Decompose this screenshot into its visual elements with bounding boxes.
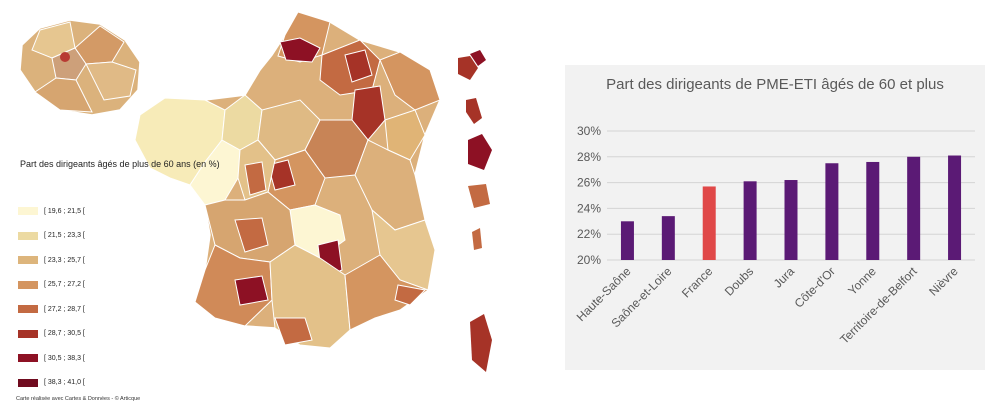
legend-item: [ 23,3 ; 25,7 [ — [18, 253, 85, 267]
legend-item: [ 19,6 ; 21,5 [ — [18, 204, 85, 218]
legend-swatch — [18, 231, 38, 240]
legend-label: [ 21,5 ; 23,3 [ — [44, 232, 85, 239]
legend-label: [ 23,3 ; 25,7 [ — [44, 256, 85, 264]
bar — [661, 216, 675, 260]
legend-item: [ 27,2 ; 28,7 [ — [18, 302, 85, 316]
legend-swatch — [18, 280, 38, 289]
bar — [620, 221, 634, 260]
legend-swatch — [18, 305, 38, 313]
x-tick-label: Jura — [771, 264, 798, 291]
legend-title: Part des dirigeants âgés de plus de 60 a… — [20, 159, 220, 169]
x-tick-label: Côte-d'Or — [792, 264, 838, 310]
legend-item: [ 25,7 ; 27,2 [ — [18, 278, 85, 292]
corsica — [470, 314, 492, 372]
legend-label: [ 25,7 ; 27,2 [ — [44, 281, 85, 288]
y-tick-label: 28% — [577, 150, 601, 164]
map-panel: Part des dirigeants âgés de plus de 60 a… — [16, 11, 492, 402]
legend-label: [ 38,3 ; 41,0 [ — [44, 379, 85, 386]
ile-de-france-inset — [19, 19, 141, 116]
x-tick-label: Nièvre — [926, 264, 961, 299]
legend-label: [ 19,6 ; 21,5 [ — [44, 207, 85, 215]
x-tick-label: Doubs — [722, 264, 756, 298]
bar — [948, 155, 962, 260]
bar — [743, 181, 757, 260]
legend-item: [ 28,7 ; 30,5 [ — [18, 327, 85, 341]
legend-label: [ 27,2 ; 28,7 [ — [44, 305, 85, 313]
legend-label: [ 30,5 ; 38,3 [ — [44, 354, 85, 362]
overseas-territories — [458, 50, 492, 372]
y-tick-label: 30% — [577, 124, 601, 138]
legend-label: [ 28,7 ; 30,5 [ — [44, 330, 85, 337]
legend-swatch — [18, 378, 38, 387]
france-map — [19, 11, 492, 372]
legend-swatch — [18, 354, 38, 362]
legend-swatch — [18, 256, 38, 264]
y-tick-label: 26% — [577, 176, 601, 190]
x-tick-label: Yonne — [845, 264, 879, 298]
metropole-map — [134, 11, 441, 349]
x-tick-label: Territoire-de-Belfort — [837, 264, 920, 347]
legend-swatch — [18, 329, 38, 338]
bar — [907, 156, 921, 260]
x-tick-label: France — [679, 264, 716, 301]
bar-chart: 20%22%24%26%28%30%Haute-SaôneSaône-et-Lo… — [574, 124, 975, 347]
bar — [825, 163, 839, 260]
y-tick-label: 20% — [577, 253, 601, 267]
bar — [866, 161, 880, 260]
legend-item: [ 38,3 ; 41,0 [ — [18, 376, 85, 390]
legend-item: [ 21,5 ; 23,3 [ — [18, 229, 85, 243]
y-tick-label: 22% — [577, 227, 601, 241]
legend-swatch — [18, 207, 38, 215]
chart-panel: Part des dirigeants de PME-ETI âgés de 6… — [565, 65, 985, 370]
bar — [784, 180, 798, 260]
legend-item: [ 30,5 ; 38,3 [ — [18, 351, 85, 365]
y-tick-label: 24% — [577, 201, 601, 215]
bar — [702, 186, 716, 260]
chart-title: Part des dirigeants de PME-ETI âgés de 6… — [606, 76, 944, 93]
map-credit: Carte réalisée avec Cartes & Données - ©… — [16, 396, 141, 402]
